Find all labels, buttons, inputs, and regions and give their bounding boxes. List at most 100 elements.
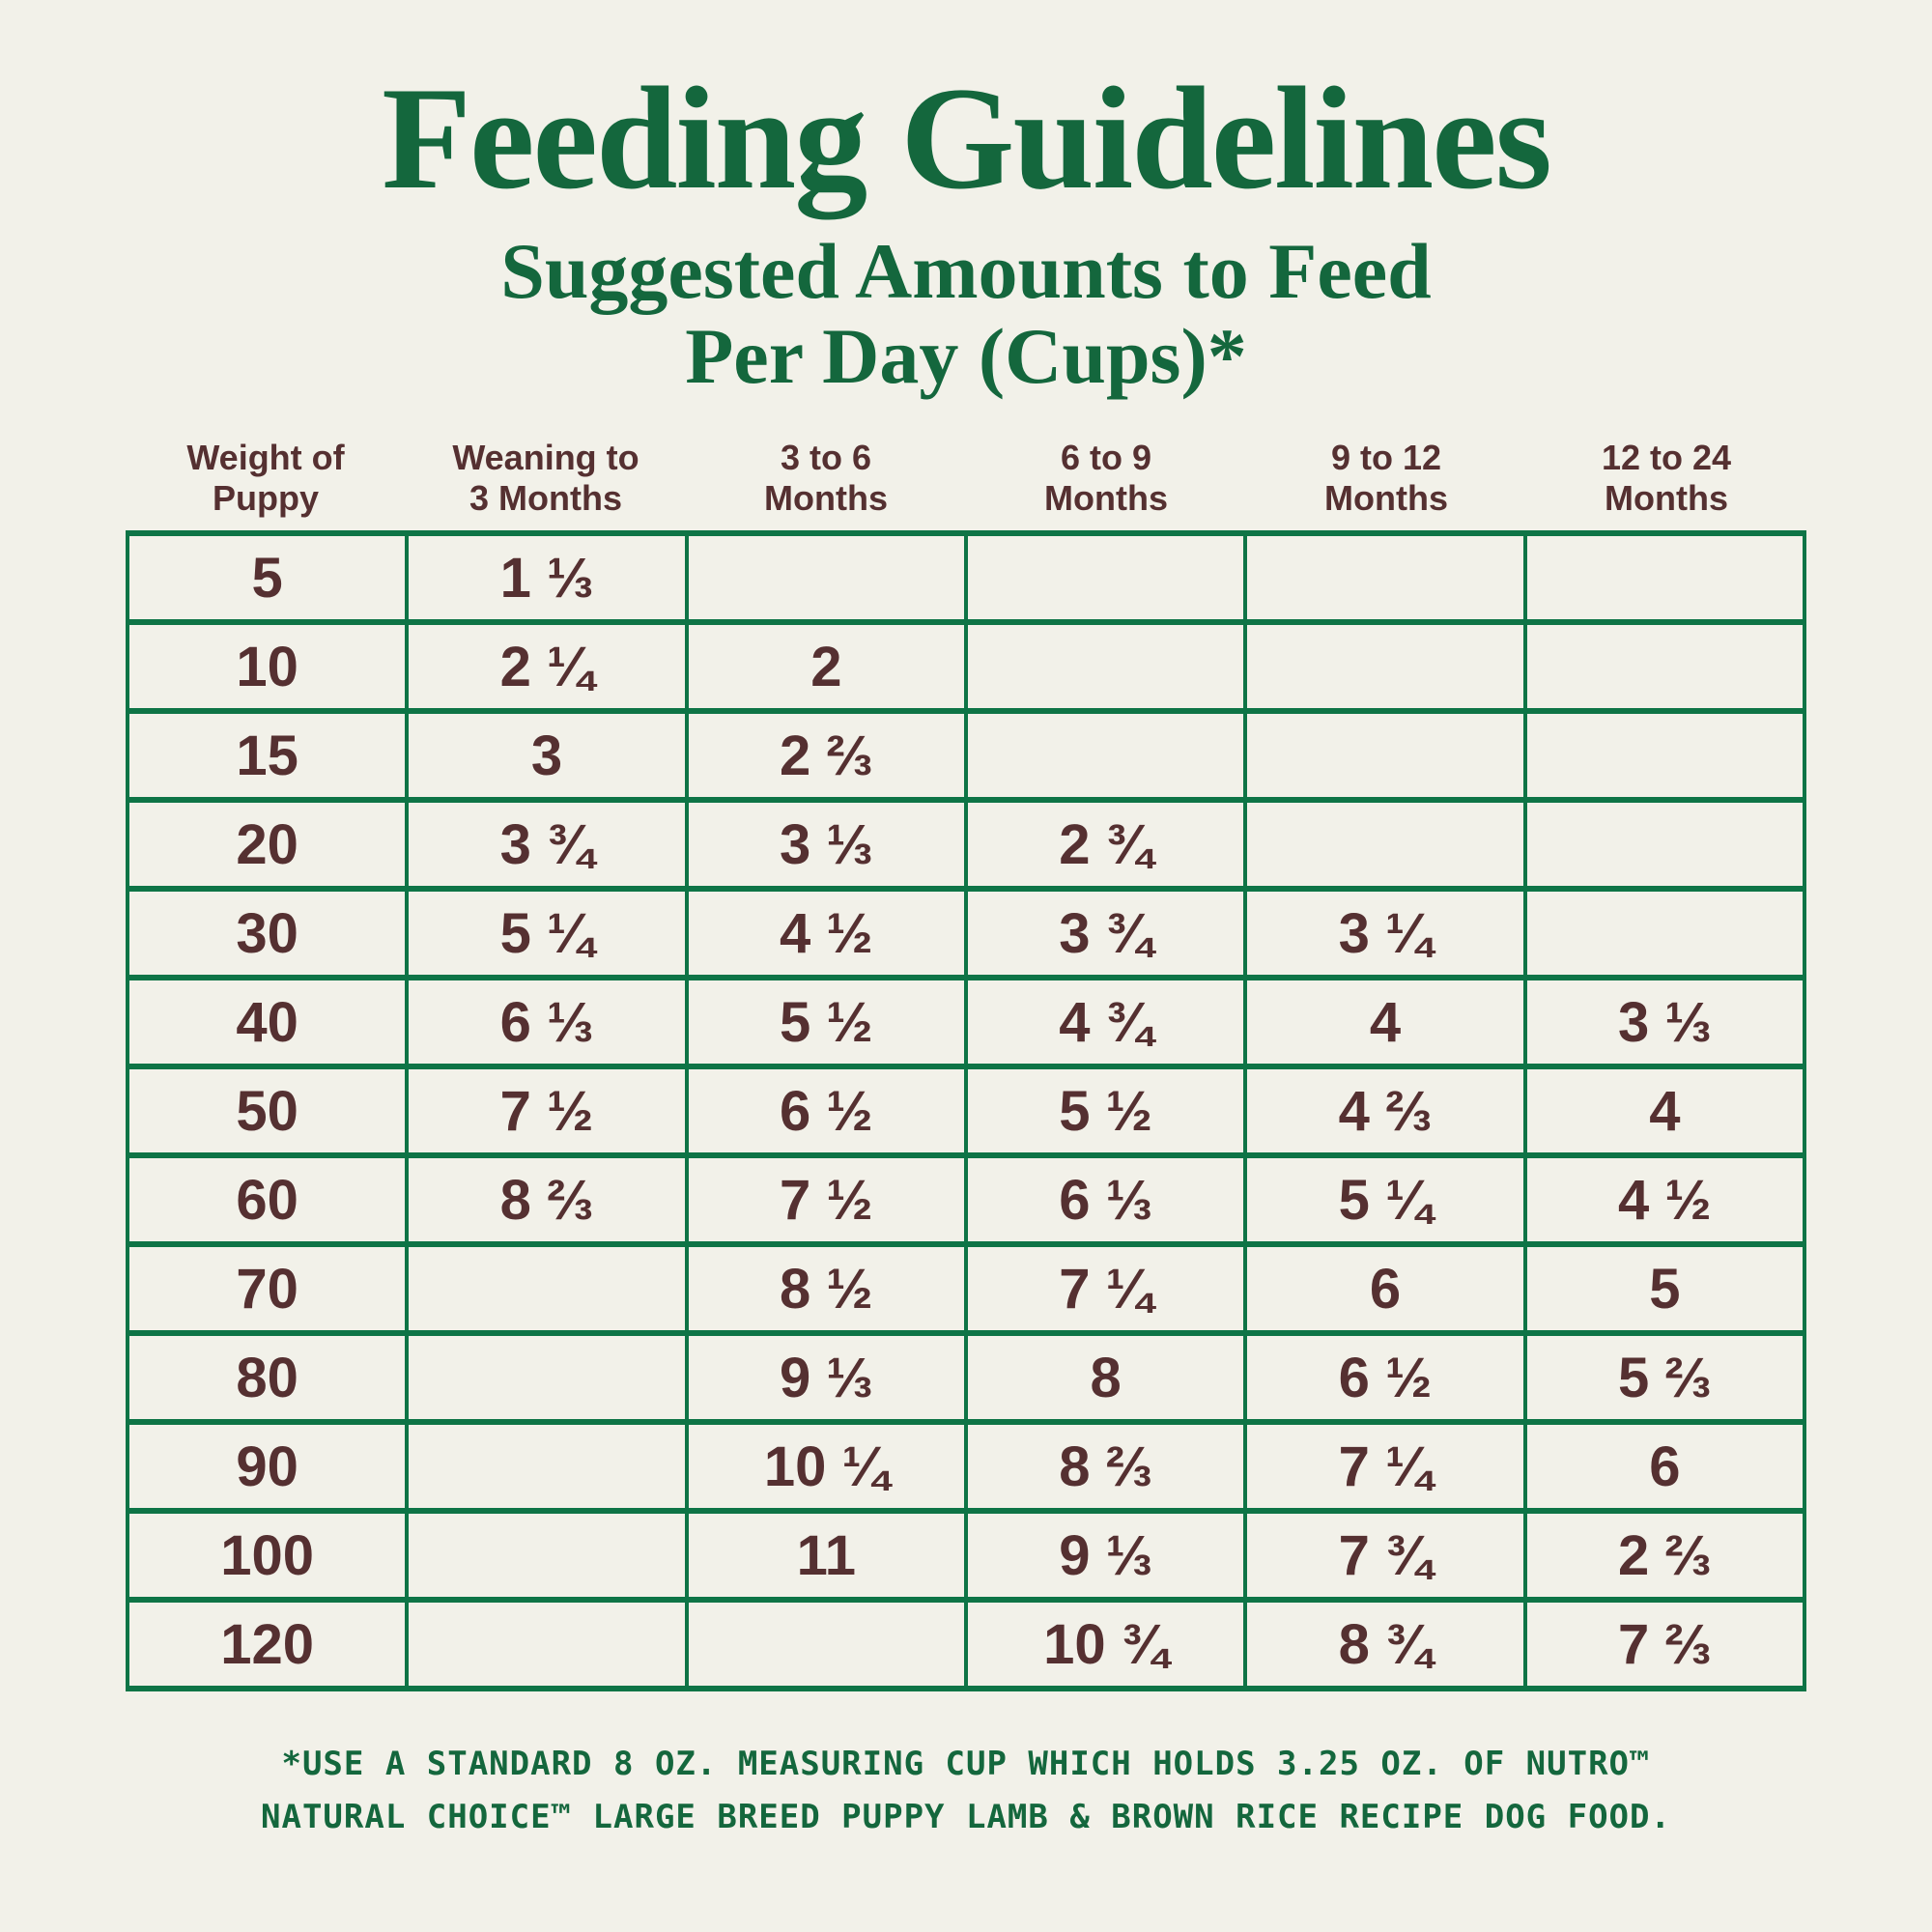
amount-cell <box>1522 886 1807 981</box>
weight-cell: 50 <box>125 1064 410 1159</box>
amount-cell <box>1243 797 1527 893</box>
amount-cell: 8 ½ <box>684 1241 968 1337</box>
amount-cell <box>684 530 968 626</box>
amount-cell <box>405 1330 689 1426</box>
weight-cell: 20 <box>125 797 410 893</box>
amount-cell: 3 ¼ <box>1243 886 1527 981</box>
amount-cell <box>1522 619 1807 715</box>
amount-cell: 9 ⅓ <box>963 1508 1248 1604</box>
amount-cell: 5 <box>1522 1241 1807 1337</box>
amount-cell: 7 ¾ <box>1243 1508 1527 1604</box>
weight-cell: 90 <box>125 1419 410 1515</box>
column-header: Weight of Puppy <box>186 437 345 518</box>
column-header: 12 to 24 Months <box>1601 437 1732 518</box>
weight-cell: 30 <box>125 886 410 981</box>
weight-cell: 5 <box>125 530 410 626</box>
footnote: *USE A STANDARD 8 OZ. MEASURING CUP WHIC… <box>0 1738 1932 1843</box>
page-subtitle: Suggested Amounts to Feed Per Day (Cups)… <box>0 229 1932 398</box>
weight-cell: 10 <box>125 619 410 715</box>
amount-cell: 8 <box>963 1330 1248 1426</box>
amount-cell: 6 ½ <box>1243 1330 1527 1426</box>
column-header: 3 to 6 Months <box>764 437 888 518</box>
page-title: Feeding Guidelines <box>382 57 1552 219</box>
amount-cell: 10 ¾ <box>963 1597 1248 1692</box>
amount-cell: 5 ½ <box>684 975 968 1070</box>
amount-cell <box>1243 708 1527 804</box>
amount-cell: 2 ⅔ <box>1522 1508 1807 1604</box>
amount-cell: 9 ⅓ <box>684 1330 968 1426</box>
amount-cell <box>1522 530 1807 626</box>
amount-cell: 5 ½ <box>963 1064 1248 1159</box>
amount-cell: 8 ⅔ <box>405 1152 689 1248</box>
table-row: 15 3 2 ⅔ <box>125 708 1807 804</box>
amount-cell: 3 ⅓ <box>684 797 968 893</box>
amount-cell <box>963 708 1248 804</box>
amount-cell: 7 ¼ <box>1243 1419 1527 1515</box>
amount-cell: 4 ⅔ <box>1243 1064 1527 1159</box>
amount-cell: 8 ¾ <box>1243 1597 1527 1692</box>
amount-cell: 3 <box>405 708 689 804</box>
amount-cell: 2 ⅔ <box>684 708 968 804</box>
subtitle-line-2: Per Day (Cups)* <box>685 311 1247 400</box>
subtitle-line-1: Suggested Amounts to Feed <box>500 227 1432 316</box>
weight-cell: 100 <box>125 1508 410 1604</box>
table-column-headers: Weight of Puppy Weaning to 3 Months 3 to 6… <box>126 438 1806 520</box>
amount-cell: 1 ⅓ <box>405 530 689 626</box>
amount-cell <box>1522 797 1807 893</box>
amount-cell: 2 ¾ <box>963 797 1248 893</box>
amount-cell: 5 ⅔ <box>1522 1330 1807 1426</box>
amount-cell <box>1243 619 1527 715</box>
weight-cell: 15 <box>125 708 410 804</box>
amount-cell <box>1243 530 1527 626</box>
amount-cell: 2 <box>684 619 968 715</box>
amount-cell <box>405 1597 689 1692</box>
amount-cell: 4 <box>1522 1064 1807 1159</box>
amount-cell: 4 ½ <box>1522 1152 1807 1248</box>
amount-cell <box>405 1241 689 1337</box>
amount-cell <box>1522 708 1807 804</box>
column-header: Weaning to 3 Months <box>452 437 639 518</box>
weight-cell: 80 <box>125 1330 410 1426</box>
amount-cell: 6 ½ <box>684 1064 968 1159</box>
amount-cell <box>405 1508 689 1604</box>
column-header: 6 to 9 Months <box>1044 437 1168 518</box>
weight-cell: 120 <box>125 1597 410 1692</box>
amount-cell: 5 ¼ <box>1243 1152 1527 1248</box>
amount-cell <box>963 619 1248 715</box>
amount-cell <box>963 530 1248 626</box>
footnote-line-1: *USE A STANDARD 8 OZ. MEASURING CUP WHIC… <box>281 1745 1651 1784</box>
amount-cell: 11 <box>684 1508 968 1604</box>
amount-cell: 7 ½ <box>405 1064 689 1159</box>
amount-cell: 6 <box>1243 1241 1527 1337</box>
weight-cell: 40 <box>125 975 410 1070</box>
amount-cell: 4 ½ <box>684 886 968 981</box>
amount-cell: 10 ¼ <box>684 1419 968 1515</box>
amount-cell: 4 <box>1243 975 1527 1070</box>
amount-cell: 6 ⅓ <box>963 1152 1248 1248</box>
amount-cell <box>684 1597 968 1692</box>
column-header: 9 to 12 Months <box>1324 437 1448 518</box>
amount-cell: 7 ½ <box>684 1152 968 1248</box>
amount-cell: 7 ⅔ <box>1522 1597 1807 1692</box>
amount-cell: 7 ¼ <box>963 1241 1248 1337</box>
amount-cell: 6 <box>1522 1419 1807 1515</box>
amount-cell: 5 ¼ <box>405 886 689 981</box>
amount-cell <box>405 1419 689 1515</box>
weight-cell: 70 <box>125 1241 410 1337</box>
amount-cell: 3 ¾ <box>963 886 1248 981</box>
